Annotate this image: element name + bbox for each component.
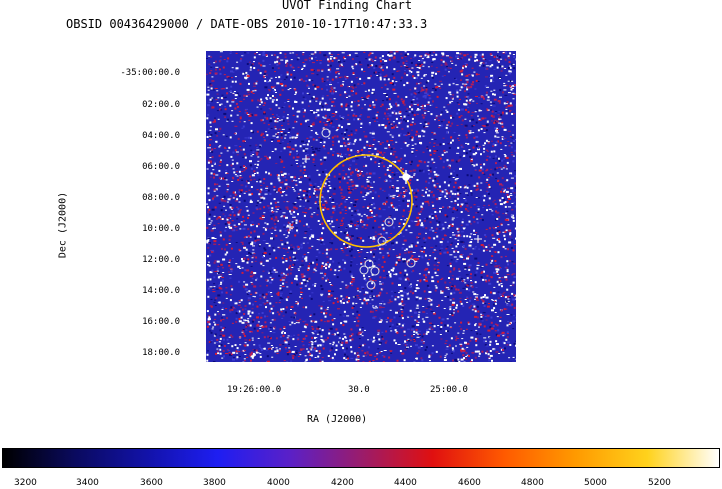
colorbar-tick-label: 5000 bbox=[584, 478, 607, 488]
image-noise bbox=[206, 51, 516, 362]
dec-tick-label: -35:00:00.0 bbox=[120, 68, 180, 78]
colorbar-tick-label: 3800 bbox=[203, 478, 226, 488]
source-marker bbox=[377, 236, 387, 246]
star bbox=[286, 155, 482, 243]
source-marker bbox=[370, 266, 380, 276]
ra-axis-label: RA (J2000) bbox=[307, 414, 368, 425]
dec-tick-label: 06:00.0 bbox=[142, 162, 180, 172]
colorbar-tick-label: 3600 bbox=[140, 478, 163, 488]
error-circle bbox=[319, 154, 413, 248]
ra-tick-label: 25:00.0 bbox=[430, 385, 468, 395]
source-marker bbox=[384, 217, 394, 227]
source-marker bbox=[359, 265, 369, 275]
dec-tick-label: 12:00.0 bbox=[142, 255, 180, 265]
colorbar bbox=[2, 448, 720, 468]
colorbar-tick-label: 4000 bbox=[267, 478, 290, 488]
dec-tick-label: 16:00.0 bbox=[142, 317, 180, 327]
colorbar-tick-label: 4400 bbox=[394, 478, 417, 488]
colorbar-tick-label: 4200 bbox=[331, 478, 354, 488]
colorbar-tick-label: 4600 bbox=[458, 478, 481, 488]
bright-star bbox=[399, 170, 413, 184]
dec-axis-label: Dec (J2000) bbox=[57, 191, 69, 259]
sky-image[interactable] bbox=[206, 51, 516, 362]
dec-tick-label: 04:00.0 bbox=[142, 131, 180, 141]
dec-tick-label: 08:00.0 bbox=[142, 193, 180, 203]
ra-tick-label: 30.0 bbox=[348, 385, 370, 395]
colorbar-tick-label: 5200 bbox=[648, 478, 671, 488]
chart-title: UVOT Finding Chart bbox=[282, 0, 413, 12]
chart-subtitle: OBSID 00436429000 / DATE-OBS 2010-10-17T… bbox=[66, 17, 428, 31]
dec-tick-label: 18:00.0 bbox=[142, 348, 180, 358]
source-marker bbox=[366, 280, 376, 290]
colorbar-tick-label: 3400 bbox=[76, 478, 99, 488]
colorbar-tick-label: 4800 bbox=[521, 478, 544, 488]
source-marker bbox=[321, 128, 331, 138]
source-marker bbox=[406, 258, 416, 268]
dec-tick-label: 02:00.0 bbox=[142, 100, 180, 110]
dec-tick-label: 10:00.0 bbox=[142, 224, 180, 234]
source-marker bbox=[364, 259, 374, 269]
ra-tick-label: 19:26:00.0 bbox=[227, 385, 282, 395]
dec-tick-label: 14:00.0 bbox=[142, 286, 180, 296]
colorbar-tick-label: 3200 bbox=[14, 478, 37, 488]
